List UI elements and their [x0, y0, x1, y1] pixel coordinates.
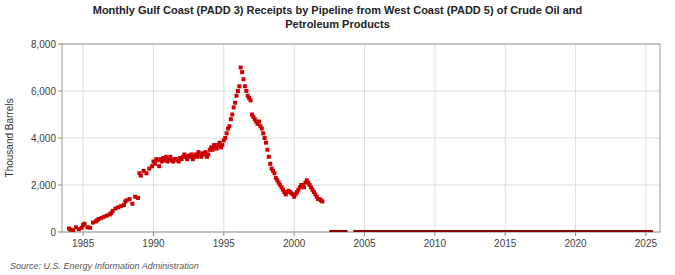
scatter-point: [264, 141, 268, 145]
scatter-point: [249, 98, 253, 102]
line-series: [329, 230, 653, 232]
scatter-point: [230, 113, 234, 117]
scatter-point: [272, 171, 276, 175]
scatter-point: [302, 185, 306, 189]
chart: Monthly Gulf Coast (PADD 3) Receipts by …: [0, 0, 675, 275]
scatter-point: [229, 117, 233, 121]
y-tick: [58, 91, 62, 92]
scatter-point: [268, 162, 272, 166]
scatter-point: [215, 147, 219, 151]
x-grid-line: [434, 44, 435, 232]
x-tick: [83, 232, 84, 236]
scatter-point: [257, 120, 261, 124]
y-tick-label: 0: [50, 227, 56, 238]
scatter-point: [239, 66, 243, 70]
x-tick: [434, 232, 435, 236]
x-tick-label: 2020: [564, 238, 587, 249]
y-tick: [58, 44, 62, 45]
y-tick-label: 6,000: [31, 86, 56, 97]
scatter-point: [265, 148, 269, 152]
x-tick: [294, 232, 295, 236]
x-tick: [575, 232, 576, 236]
scatter-point: [220, 143, 224, 147]
x-tick: [505, 232, 506, 236]
scatter-point: [83, 222, 87, 226]
scatter-series: [67, 66, 324, 233]
scatter-point: [244, 89, 248, 93]
title: Monthly Gulf Coast (PADD 3) Receipts by …: [93, 4, 583, 30]
scatter-point: [232, 105, 236, 109]
marks: [67, 66, 653, 233]
x-tick-label: 1990: [142, 238, 165, 249]
scatter-point: [242, 77, 246, 81]
y-axis-label: Thousand Barrels: [4, 99, 15, 178]
scatter-point: [153, 162, 157, 166]
scatter-point: [261, 131, 265, 135]
grid: [62, 44, 660, 232]
x-grid-line: [364, 44, 365, 232]
scatter-point: [139, 174, 143, 178]
scatter-point: [157, 164, 161, 168]
scatter-point: [240, 70, 244, 74]
x-tick: [645, 232, 646, 236]
x-tick-label: 2000: [283, 238, 306, 249]
x-tick: [153, 232, 154, 236]
scatter-point: [243, 84, 247, 88]
scatter-point: [233, 101, 237, 105]
y-grid-line: [62, 138, 660, 139]
y-tick: [58, 138, 62, 139]
title-line: Monthly Gulf Coast (PADD 3) Receipts by …: [93, 4, 583, 16]
scatter-point: [227, 124, 231, 128]
y-tick-label: 2,000: [31, 180, 56, 191]
x-tick: [364, 232, 365, 236]
x-tick-label: 1985: [72, 238, 95, 249]
title-line: Petroleum Products: [285, 18, 390, 30]
x-tick: [223, 232, 224, 236]
scatter-point: [128, 197, 132, 201]
y-tick: [58, 185, 62, 186]
scatter-point: [122, 203, 126, 207]
scatter-point: [263, 136, 267, 140]
scatter-point: [206, 152, 210, 156]
y-tick-label: 8,000: [31, 39, 56, 50]
scatter-point: [136, 196, 140, 200]
x-grid-line: [505, 44, 506, 232]
x-grid-line: [153, 44, 154, 232]
scatter-point: [144, 171, 148, 175]
scatter-point: [223, 136, 227, 140]
plot-frame: [62, 44, 660, 232]
x-tick-label: 2015: [494, 238, 517, 249]
x-tick-label: 2025: [635, 238, 658, 249]
axes: 0 2,000 4,000 6,000 8,000 1985 1990 1995 2000 200…: [31, 39, 660, 250]
scatter-point: [236, 89, 240, 93]
x-tick-label: 1995: [213, 238, 236, 249]
y-grid-line: [62, 185, 660, 186]
scatter-point: [267, 155, 271, 159]
scatter-point: [320, 199, 324, 203]
scatter-point: [88, 226, 92, 230]
scatter-point: [225, 131, 229, 135]
y-tick: [58, 232, 62, 233]
scatter-point: [237, 84, 241, 88]
x-grid-line: [83, 44, 84, 232]
x-grid-line: [645, 44, 646, 232]
scatter-point: [130, 202, 134, 206]
x-tick-label: 2005: [353, 238, 376, 249]
x-grid-line: [294, 44, 295, 232]
y-tick-label: 4,000: [31, 133, 56, 144]
x-tick-label: 2010: [424, 238, 447, 249]
x-grid-line: [575, 44, 576, 232]
scatter-point: [234, 94, 238, 98]
y-grid-line: [62, 91, 660, 92]
scatter-point: [260, 127, 264, 131]
source: Source: U.S. Energy Information Administ…: [10, 261, 199, 271]
scatter-point: [168, 155, 172, 159]
